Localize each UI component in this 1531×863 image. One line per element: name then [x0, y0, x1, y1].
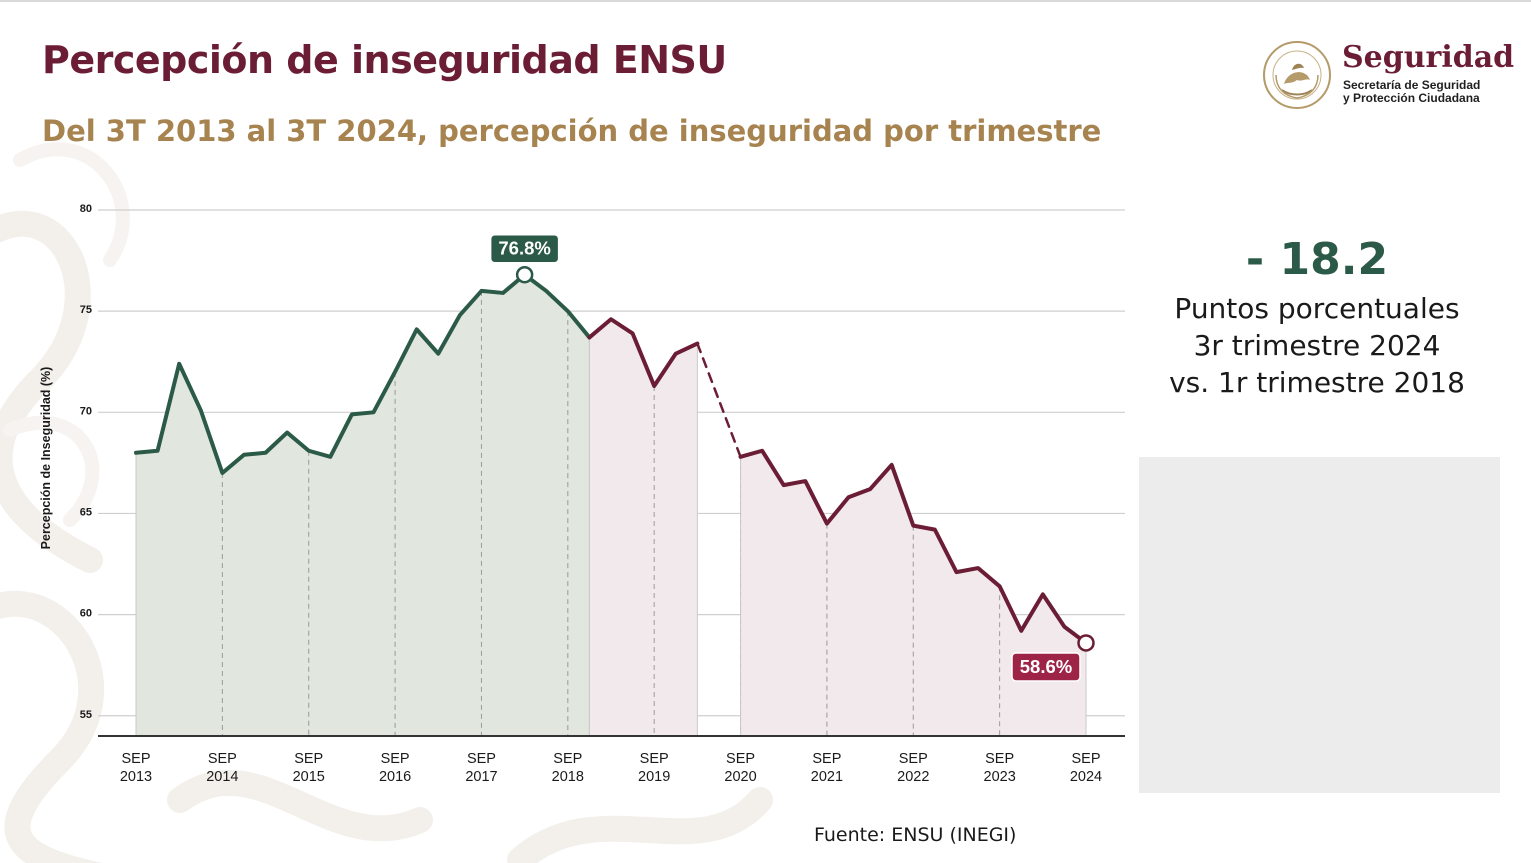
x-tick-label-month: SEP [640, 751, 669, 767]
x-tick-label-month: SEP [726, 751, 755, 767]
insecurity-line-chart: Percepción de Inseguridad (%) 55 60 65 70 75… [39, 203, 1125, 785]
value-label: 58.6% [1020, 656, 1072, 677]
x-tick-label-year: 2019 [638, 769, 670, 785]
value-label-box [1011, 652, 1081, 682]
y-tick-label: 75 [80, 304, 92, 316]
x-tick-label-month: SEP [208, 751, 237, 767]
series-line-1 [134, 272, 592, 475]
x-tick-label-year: 2016 [379, 769, 411, 785]
change-label-3: vs. 1r trimestre 2018 [1169, 366, 1465, 399]
page-title: Percepción de inseguridad ENSU [42, 38, 727, 82]
series-line-2 [587, 317, 700, 389]
area-fill-1 [136, 274, 590, 736]
x-tick-label-month: SEP [899, 751, 928, 767]
x-tick-label-month: SEP [812, 751, 841, 767]
y-tick-label: 60 [80, 608, 92, 620]
government-logo: Seguridad Secretaría de Seguridad y Prot… [1262, 40, 1515, 112]
y-tick-label: 80 [80, 203, 92, 215]
data-point-marker [1077, 634, 1095, 652]
x-tick-label-year: 2020 [724, 769, 756, 785]
data-point-marker [515, 265, 534, 284]
change-value: - 18.2 [1245, 234, 1389, 285]
y-axis-title-group: Percepción de Inseguridad (%) [39, 367, 53, 550]
area-fill-2 [589, 319, 698, 736]
change-label-2: 3r trimestre 2024 [1193, 329, 1441, 362]
logo-subtitle: Secretaría de Seguridad y Protección Ciu… [1343, 78, 1481, 105]
x-tick-label-month: SEP [294, 751, 323, 767]
x-tick-label-year: 2015 [293, 769, 325, 785]
y-tick-label: 65 [80, 506, 92, 518]
data-source: Fuente: ENSU (INEGI) [814, 824, 1017, 846]
y-tick-label: 70 [80, 405, 92, 417]
page-subtitle: Del 3T 2013 al 3T 2024, percepción de in… [42, 114, 1102, 148]
x-tick-label-month: SEP [1071, 751, 1100, 767]
value-label-box [489, 233, 560, 264]
x-tick-label-year: 2014 [206, 769, 238, 785]
series-line-4 [738, 448, 1088, 645]
logo-name: Seguridad [1342, 40, 1515, 75]
y-axis-title: Percepción de Inseguridad (%) [39, 367, 53, 550]
x-tick-label-month: SEP [985, 751, 1014, 767]
x-tick-label-year: 2021 [811, 769, 843, 785]
tick-labels: 55 60 65 70 75 80 SEP 2013 SEP 2014 SEP 2015 SEP 2016… [80, 203, 1125, 785]
mexico-seal-icon [1263, 41, 1331, 109]
x-tick-label-month: SEP [467, 751, 496, 767]
x-tick-label-year: 2022 [897, 769, 929, 785]
x-tick-label-month: SEP [121, 751, 150, 767]
annotations: 76.8% 58.6% [489, 233, 1095, 682]
top-divider [0, 0, 1531, 2]
value-label: 76.8% [498, 238, 550, 259]
area-fills [136, 274, 1086, 736]
x-tick-label-month: SEP [381, 751, 410, 767]
x-tick-label-year: 2023 [984, 769, 1016, 785]
x-tick-label-month: SEP [553, 751, 582, 767]
change-summary: - 18.2 Puntos porcentuales 3r trimestre … [1140, 230, 1494, 401]
x-tick-label-year: 2024 [1070, 769, 1102, 785]
placeholder-panel [1139, 457, 1500, 793]
series-line-3 [696, 342, 742, 459]
change-label-1: Puntos porcentuales [1174, 292, 1460, 325]
y-tick-label: 55 [80, 709, 92, 721]
x-tick-label-year: 2018 [552, 769, 584, 785]
x-tick-label-year: 2013 [120, 769, 152, 785]
drop-lines [135, 290, 1087, 736]
x-tick-label-year: 2017 [465, 769, 497, 785]
series-lines [134, 272, 1088, 645]
